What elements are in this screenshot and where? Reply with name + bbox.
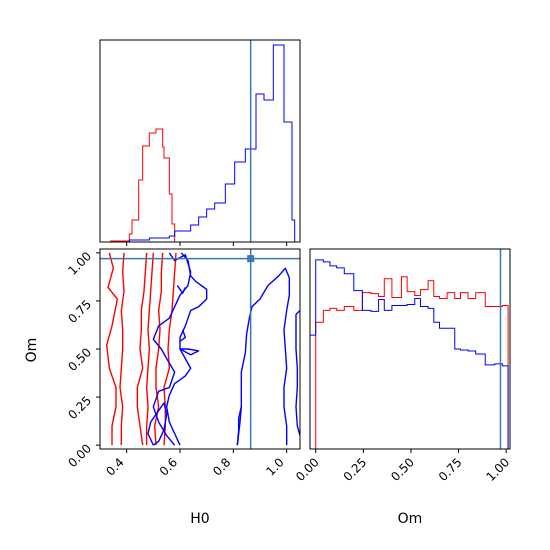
y-axis-title-om: Om [24, 338, 40, 363]
red-contour-line [145, 252, 155, 446]
h0-om-contour-panel: 0.4 0.6 0.8 1.0 0.00 0.25 0.50 0.75 1.00 [65, 248, 301, 479]
y-tick-label-om: 0.50 [65, 345, 94, 374]
blue-contour-line [179, 329, 187, 342]
x-tick-label-h0: 0.6 [157, 455, 180, 478]
x-tick-label-om: 0.25 [341, 455, 370, 484]
h0-histogram-red-series [100, 128, 300, 243]
h0-histogram-frame [99, 39, 301, 243]
blue-contour-line [236, 406, 243, 446]
om-histogram-blue-step [310, 259, 510, 449]
om-histogram-ticks: 0.00 0.25 0.50 0.75 1.00 [293, 449, 512, 484]
blue-contour-line [179, 348, 200, 356]
contour-panel-frame [99, 248, 301, 450]
x-tick-label-h0: 1.0 [263, 455, 286, 478]
x-axis-title-om: Om [398, 511, 423, 527]
blue-contour-line [295, 310, 300, 436]
contour-panel-ticks: 0.4 0.6 0.8 1.0 0.00 0.25 0.50 0.75 1.00 [65, 249, 288, 479]
contour-lines [105, 252, 300, 446]
y-tick-label-om: 0.25 [65, 393, 94, 422]
om-histogram-red-series [310, 276, 510, 449]
y-tick-label-om: 0.00 [65, 441, 94, 470]
red-contour-line [136, 252, 148, 446]
h0-histogram-ticks [126, 242, 288, 246]
x-axis-title-h0: H0 [190, 511, 209, 527]
blue-contour-line [176, 285, 186, 294]
y-tick-label-om: 0.75 [65, 297, 94, 326]
x-tick-label-h0: 0.8 [210, 455, 233, 478]
om-histogram-frame [309, 248, 511, 450]
y-tick-label-om: 1.00 [65, 249, 94, 278]
blue-contour-line [147, 402, 168, 446]
h0-histogram-panel [99, 39, 301, 246]
red-contour-line [163, 252, 177, 446]
red-contour-line [119, 252, 125, 446]
x-tick-label-om: 0.00 [293, 455, 322, 484]
red-contour-line [105, 252, 119, 446]
h0-histogram-red-step [100, 128, 300, 243]
h0-histogram-blue-step [100, 44, 300, 243]
om-histogram-blue-series [310, 259, 510, 449]
x-tick-label-om: 0.50 [388, 455, 417, 484]
truth-marker [247, 255, 255, 263]
x-tick-label-h0: 0.4 [103, 455, 126, 478]
x-tick-label-om: 1.00 [484, 455, 513, 484]
blue-contour-line [236, 267, 291, 446]
om-histogram-red-step [310, 276, 510, 449]
x-tick-label-om: 0.75 [436, 455, 465, 484]
blue-contour-line [165, 252, 208, 446]
om-histogram-panel: 0.00 0.25 0.50 0.75 1.00 [293, 248, 512, 484]
h0-histogram-blue-series [100, 44, 300, 243]
